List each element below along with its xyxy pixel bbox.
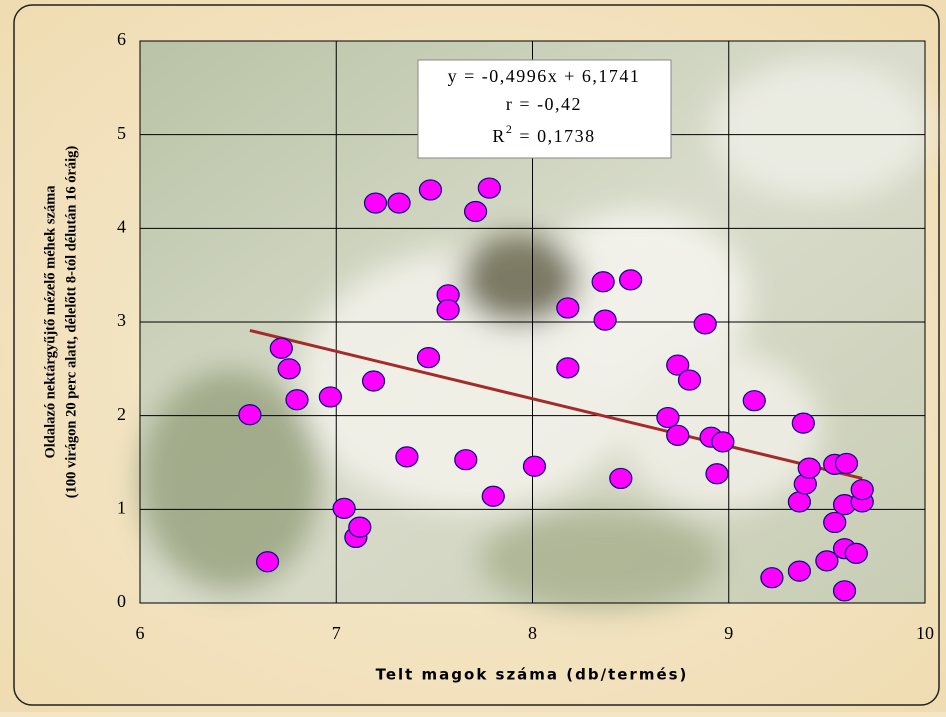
x-tick-label: 7 (332, 623, 341, 643)
point (396, 447, 418, 467)
x-tick-label: 9 (724, 623, 733, 643)
point (788, 492, 810, 512)
equation: y = -0,4996x + 6,1741 (448, 66, 641, 86)
y-tick-label: 2 (117, 404, 126, 424)
chart: Telt magok száma (db/termés) Oldalazó ne… (0, 0, 946, 712)
point (388, 193, 410, 213)
point (798, 458, 820, 478)
point (478, 178, 500, 198)
point (455, 450, 477, 470)
y-tick-label: 3 (117, 310, 126, 330)
x-tick-label: 8 (528, 623, 537, 643)
r-value: r = -0,42 (506, 94, 582, 114)
y-tick-label: 4 (117, 216, 126, 236)
y-tick-label: 0 (117, 591, 126, 611)
point (592, 272, 614, 292)
point (417, 348, 439, 368)
point (610, 468, 632, 488)
page: Telt magok száma (db/termés) Oldalazó ne… (0, 0, 946, 712)
point (319, 387, 341, 407)
point (845, 543, 867, 563)
point (594, 310, 616, 330)
point (836, 453, 858, 473)
point (482, 486, 504, 506)
point (333, 498, 355, 518)
y-tick-label: 5 (117, 123, 126, 143)
point (694, 314, 716, 334)
x-axis-label: Telt magok száma (db/termés) (376, 666, 689, 684)
point (824, 512, 846, 532)
equation-box: y = -0,4996x + 6,1741 r = -0,42 R2 = 0,1… (418, 60, 671, 158)
point (419, 180, 441, 200)
point (706, 464, 728, 484)
point (465, 201, 487, 221)
point (239, 405, 261, 425)
y-tick-label: 6 (117, 29, 126, 49)
point (278, 359, 300, 379)
point (792, 413, 814, 433)
point (712, 432, 734, 452)
point (620, 270, 642, 290)
r2-rest: = 0,1738 (513, 126, 595, 146)
point (286, 390, 308, 410)
x-tick-label: 6 (136, 623, 145, 643)
r2-sup: 2 (506, 122, 514, 136)
y-axis-label: (100 virágon 20 perc alatt, délelőtt 8-t… (63, 146, 79, 499)
point (743, 391, 765, 411)
y-axis-label: Oldalazó nektárgyűjtő mézelő méhek száma (42, 185, 58, 459)
point (851, 480, 873, 500)
point (365, 193, 387, 213)
y-tick-label: 1 (117, 497, 126, 517)
point (363, 371, 385, 391)
point (349, 517, 371, 537)
point (523, 456, 545, 476)
point (788, 561, 810, 581)
point (679, 370, 701, 390)
r2-base: R (492, 126, 506, 146)
point (270, 338, 292, 358)
point (657, 408, 679, 428)
point (557, 298, 579, 318)
point (557, 358, 579, 378)
point (834, 581, 856, 601)
point (667, 425, 689, 445)
x-tick-label: 10 (916, 623, 934, 643)
point (761, 568, 783, 588)
point (437, 300, 459, 320)
point (257, 552, 279, 572)
